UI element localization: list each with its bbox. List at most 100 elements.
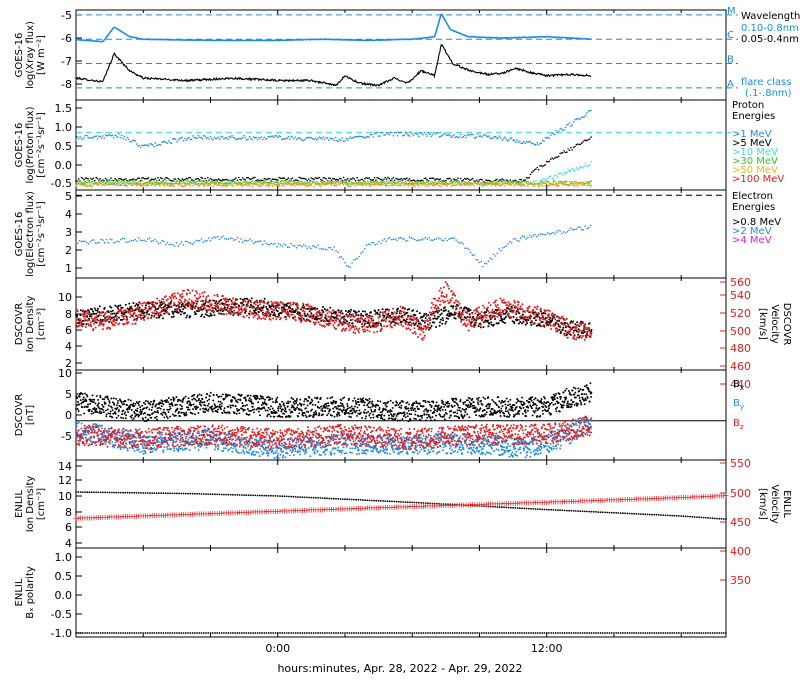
point [193, 241, 196, 244]
point [121, 310, 124, 313]
point [351, 326, 354, 329]
point [409, 317, 412, 320]
point [305, 137, 307, 139]
point [213, 179, 216, 181]
point [146, 144, 149, 146]
point [447, 317, 450, 320]
point [517, 301, 520, 304]
point [106, 135, 108, 137]
point [123, 178, 126, 181]
point [537, 315, 540, 318]
point [153, 181, 155, 183]
point [75, 180, 77, 182]
point [174, 178, 177, 180]
point [478, 306, 480, 309]
point [134, 181, 136, 184]
point [148, 306, 151, 309]
point [317, 244, 319, 246]
point [81, 184, 84, 186]
point [247, 239, 249, 242]
point [241, 301, 244, 304]
point [384, 134, 387, 136]
point [447, 310, 450, 313]
point [264, 138, 267, 141]
point [537, 322, 540, 325]
point [197, 239, 199, 242]
point [521, 235, 524, 237]
point [446, 283, 449, 286]
point [310, 136, 313, 139]
point [123, 184, 126, 187]
point [402, 325, 405, 328]
point [155, 302, 158, 305]
point [572, 121, 575, 123]
point [86, 183, 88, 186]
point [131, 184, 134, 187]
point [185, 184, 188, 187]
point [291, 136, 294, 139]
point [98, 319, 101, 322]
point [299, 177, 302, 179]
point [450, 237, 452, 240]
point [237, 181, 240, 183]
point [418, 135, 420, 138]
point [341, 329, 344, 332]
point [484, 133, 486, 136]
point [327, 324, 330, 327]
point [430, 183, 432, 185]
point [547, 136, 549, 139]
point [346, 177, 349, 180]
point [313, 178, 315, 181]
point [322, 177, 325, 179]
point [430, 181, 432, 183]
point [588, 227, 590, 229]
point [407, 323, 410, 326]
point [363, 136, 365, 139]
point [379, 311, 382, 314]
point [571, 228, 574, 231]
point [282, 180, 284, 183]
point [254, 241, 257, 243]
point [510, 242, 513, 244]
point [164, 140, 166, 143]
point [508, 183, 510, 186]
point [301, 309, 304, 312]
point [491, 308, 494, 311]
point [274, 181, 276, 183]
point [480, 311, 483, 313]
point [527, 185, 529, 187]
point [498, 135, 501, 137]
point [85, 323, 88, 326]
point [139, 180, 142, 182]
point [140, 314, 143, 317]
point [470, 133, 473, 135]
point [459, 313, 462, 316]
point [448, 238, 450, 240]
point [562, 326, 565, 329]
point [145, 181, 147, 184]
point [532, 308, 535, 311]
point [134, 179, 136, 182]
point [145, 144, 147, 146]
point [91, 239, 93, 241]
point [419, 180, 422, 182]
point [261, 311, 264, 314]
point [414, 180, 416, 182]
point [161, 177, 163, 180]
point [489, 182, 492, 185]
point [127, 241, 129, 243]
point [410, 322, 413, 325]
point [570, 169, 572, 172]
point [588, 180, 591, 183]
point [151, 305, 154, 308]
point [496, 137, 498, 140]
point [171, 294, 174, 296]
point [256, 139, 259, 141]
point [558, 320, 561, 322]
point [297, 179, 299, 182]
point [150, 307, 153, 310]
point [494, 185, 497, 187]
point [336, 318, 339, 321]
point [122, 315, 125, 318]
point [396, 181, 399, 184]
